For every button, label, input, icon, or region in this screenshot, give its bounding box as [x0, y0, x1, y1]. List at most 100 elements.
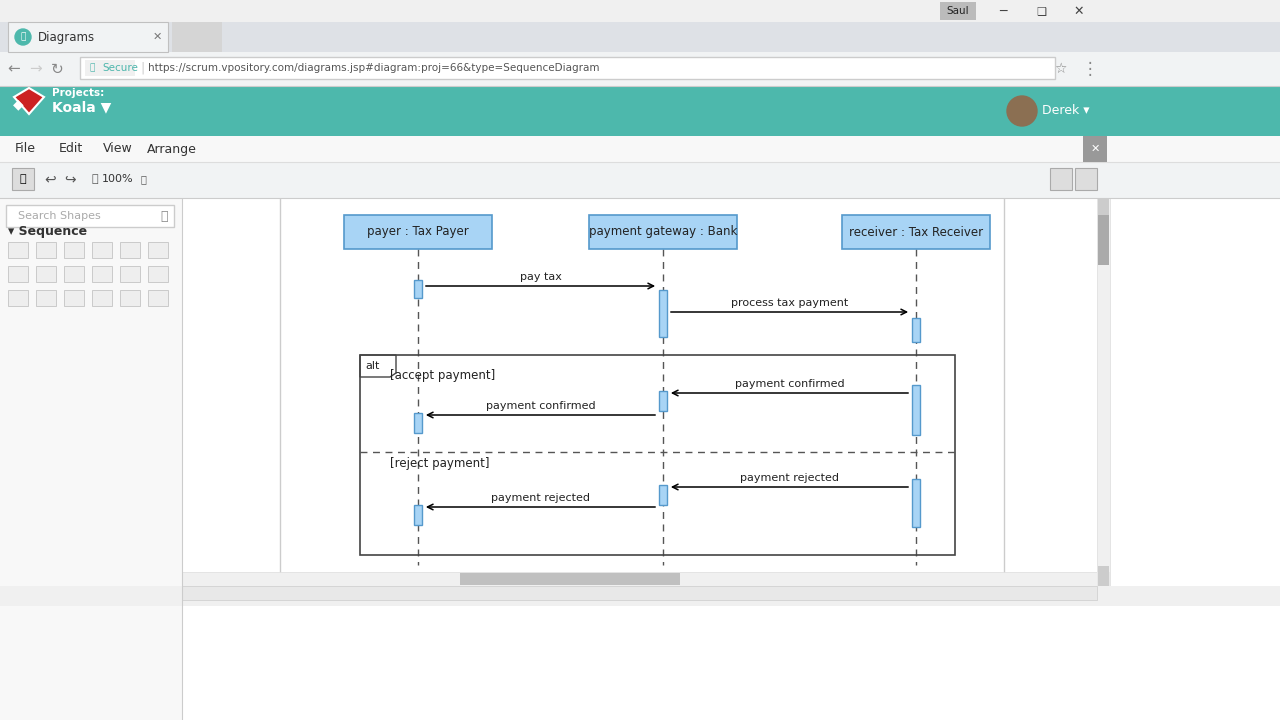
Text: ❑: ❑ — [1036, 6, 1046, 16]
Text: ─: ─ — [1000, 4, 1007, 17]
Text: ↩: ↩ — [45, 172, 56, 186]
Bar — [460, 573, 680, 585]
Text: alt: alt — [365, 361, 379, 371]
Bar — [36, 290, 56, 306]
Text: ↻: ↻ — [51, 61, 64, 76]
Text: Derek ▾: Derek ▾ — [1042, 104, 1089, 117]
Bar — [8, 266, 28, 282]
Bar — [659, 485, 667, 505]
Text: Saul: Saul — [947, 6, 969, 16]
Bar — [344, 215, 492, 249]
Text: payment rejected: payment rejected — [740, 473, 838, 483]
Bar — [413, 505, 422, 525]
Bar — [0, 52, 1280, 86]
Bar — [1075, 168, 1097, 190]
Text: 💾: 💾 — [19, 174, 27, 184]
Text: payer : Tax Payer: payer : Tax Payer — [367, 225, 468, 238]
Bar — [148, 290, 168, 306]
Bar — [413, 280, 422, 298]
Bar — [911, 385, 920, 435]
Text: 🔍: 🔍 — [92, 174, 99, 184]
Bar — [1050, 168, 1073, 190]
Text: ◆: ◆ — [13, 97, 23, 111]
Text: ↪: ↪ — [64, 172, 76, 186]
Bar — [120, 266, 140, 282]
Bar — [0, 198, 182, 720]
Text: ←: ← — [8, 61, 20, 76]
Bar — [0, 162, 1280, 198]
Bar — [64, 266, 84, 282]
Text: Secure: Secure — [102, 63, 138, 73]
Bar — [0, 0, 1280, 22]
Text: ☆: ☆ — [1053, 62, 1066, 76]
Bar — [0, 22, 1280, 52]
Bar — [911, 318, 920, 342]
Bar — [12, 168, 35, 190]
Bar — [172, 22, 221, 52]
Bar — [659, 391, 667, 411]
Text: Koala ▼: Koala ▼ — [52, 100, 111, 114]
Bar — [659, 290, 667, 337]
Bar — [84, 60, 134, 76]
Circle shape — [15, 29, 31, 45]
Bar — [36, 266, 56, 282]
Bar — [92, 266, 113, 282]
Bar — [911, 479, 920, 527]
Bar — [1083, 136, 1107, 162]
Bar — [589, 215, 737, 249]
Text: receiver : Tax Receiver: receiver : Tax Receiver — [849, 225, 983, 238]
Bar — [940, 2, 977, 20]
Bar — [6, 205, 174, 227]
Text: Search Shapes: Search Shapes — [18, 211, 101, 221]
Bar — [36, 242, 56, 258]
Bar — [64, 242, 84, 258]
Text: ✕: ✕ — [1074, 4, 1084, 17]
Text: Arrange: Arrange — [147, 143, 197, 156]
Bar — [64, 290, 84, 306]
Bar — [1097, 572, 1110, 586]
Text: payment confirmed: payment confirmed — [735, 379, 845, 389]
Bar — [1098, 215, 1108, 265]
Text: payment rejected: payment rejected — [492, 493, 590, 503]
Polygon shape — [14, 88, 44, 114]
Bar — [1097, 198, 1110, 586]
Text: ▾ Sequence: ▾ Sequence — [8, 225, 87, 238]
Bar — [360, 355, 955, 555]
Text: https://scrum.vpository.com/diagrams.jsp#diagram:proj=66&type=SequenceDiagram: https://scrum.vpository.com/diagrams.jsp… — [148, 63, 599, 73]
Bar — [92, 242, 113, 258]
Bar — [0, 86, 1280, 136]
Text: Projects:: Projects: — [52, 88, 104, 98]
Bar — [8, 290, 28, 306]
Bar — [182, 586, 1097, 600]
Bar — [148, 266, 168, 282]
Text: ✕: ✕ — [152, 32, 161, 42]
Text: →: → — [28, 61, 41, 76]
Text: ⋮: ⋮ — [1082, 60, 1098, 78]
Bar — [1098, 566, 1108, 586]
Bar — [1098, 198, 1108, 218]
Bar — [0, 136, 1280, 162]
Bar — [79, 57, 1055, 79]
Text: 🔒: 🔒 — [90, 63, 96, 73]
Bar — [92, 290, 113, 306]
Bar — [8, 242, 28, 258]
Text: ✕: ✕ — [1091, 144, 1100, 154]
Text: 🔍: 🔍 — [140, 174, 146, 184]
Bar — [280, 178, 1004, 574]
Text: ⌕: ⌕ — [160, 210, 168, 222]
Text: View: View — [102, 143, 133, 156]
Text: |: | — [140, 61, 145, 74]
Text: process tax payment: process tax payment — [731, 298, 849, 308]
Bar — [842, 215, 989, 249]
Bar — [8, 22, 168, 52]
Bar — [413, 413, 422, 433]
Circle shape — [1007, 96, 1037, 126]
Bar — [148, 242, 168, 258]
Text: payment confirmed: payment confirmed — [485, 401, 595, 411]
Text: Diagrams: Diagrams — [38, 30, 95, 43]
Text: [accept payment]: [accept payment] — [390, 369, 495, 382]
Bar — [120, 290, 140, 306]
Text: [reject payment]: [reject payment] — [390, 456, 489, 469]
Text: payment gateway : Bank: payment gateway : Bank — [589, 225, 737, 238]
Text: pay tax: pay tax — [520, 272, 562, 282]
